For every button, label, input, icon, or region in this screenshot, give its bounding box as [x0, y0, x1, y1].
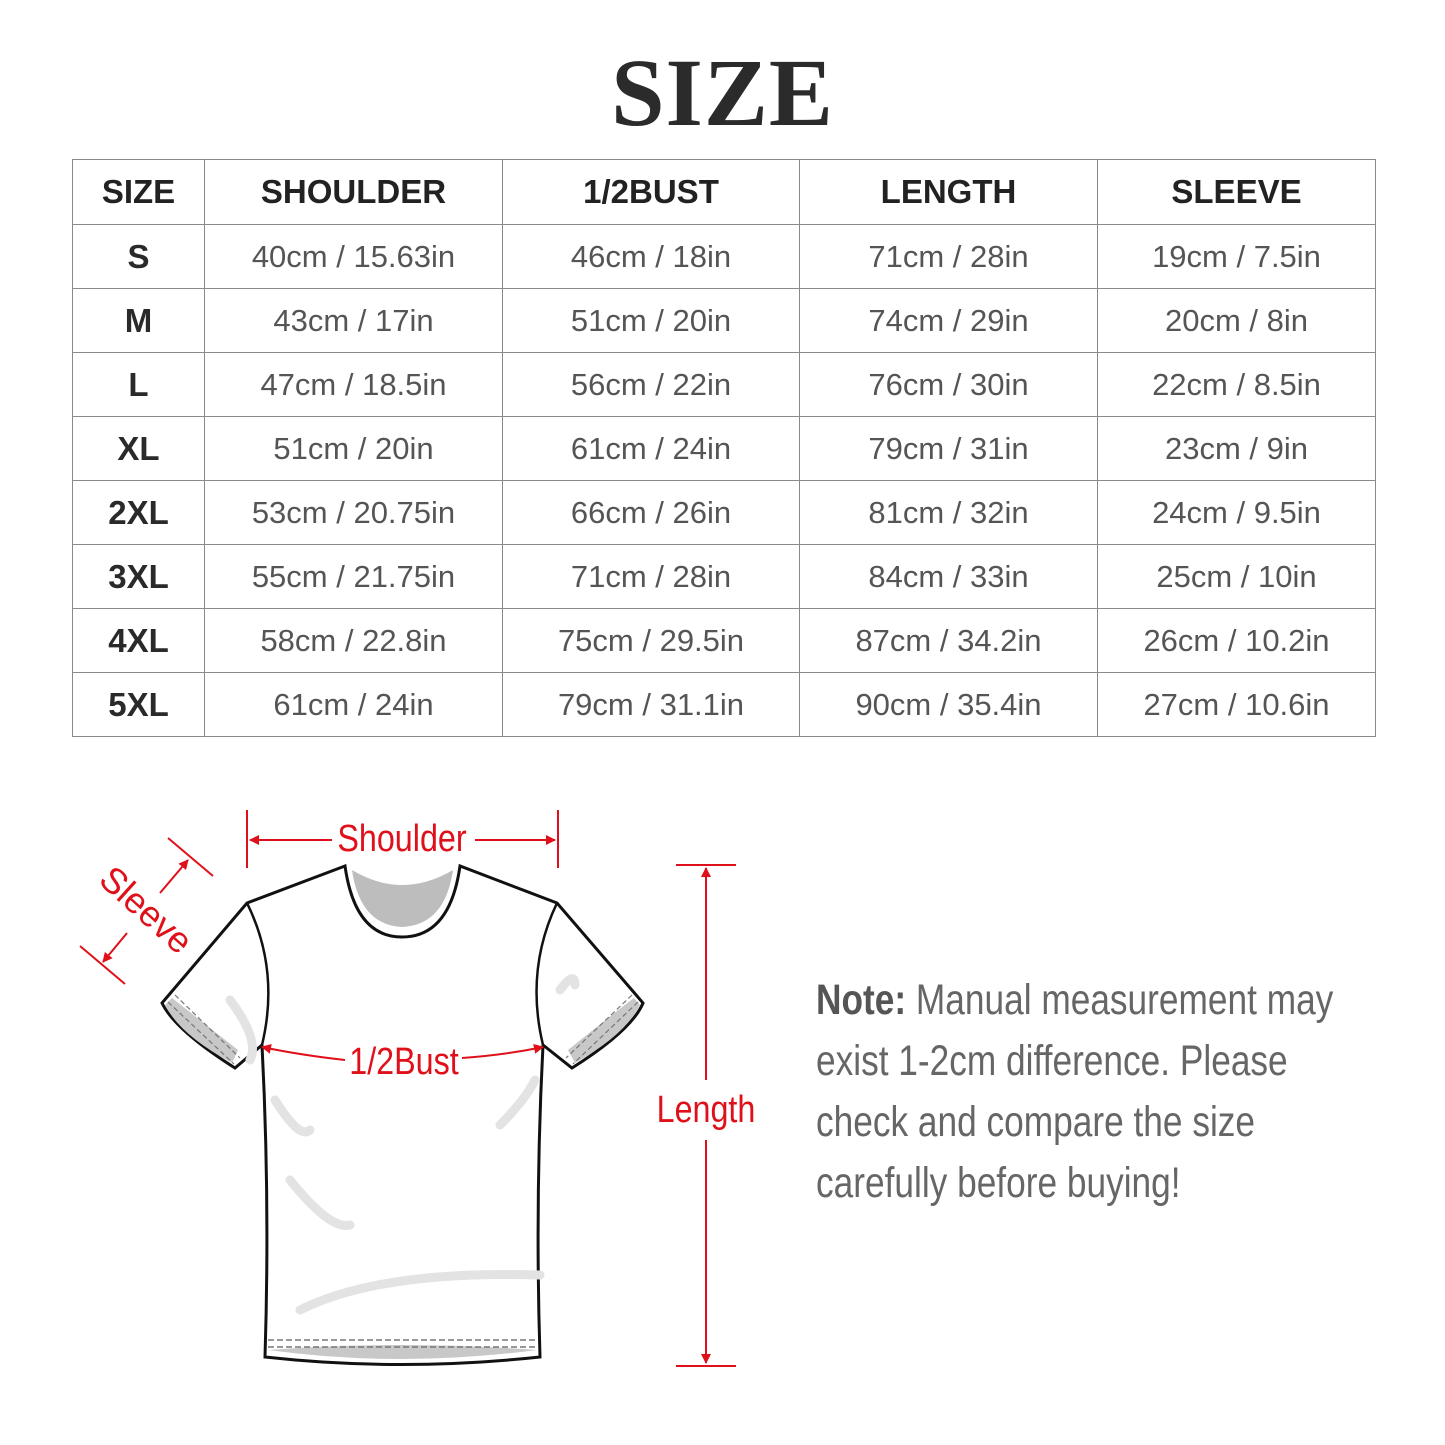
size-cell: 2XL	[72, 480, 205, 545]
size-cell: S	[72, 224, 205, 289]
sleeve-measure: Sleeve	[79, 837, 214, 985]
shoulder-cell: 61cm / 24in	[204, 672, 503, 737]
length-cell: 84cm / 33in	[799, 544, 1098, 609]
length-label: Length	[657, 1089, 756, 1131]
bust-cell: 46cm / 18in	[502, 224, 800, 289]
note-label: Note:	[816, 976, 907, 1024]
header-bust: 1/2BUST	[502, 159, 800, 225]
sleeve-cell: 22cm / 8.5in	[1097, 352, 1376, 417]
shoulder-label: Shoulder	[337, 818, 466, 860]
shoulder-cell: 55cm / 21.75in	[204, 544, 503, 609]
bust-cell: 61cm / 24in	[502, 416, 800, 481]
shoulder-cell: 51cm / 20in	[204, 416, 503, 481]
sleeve-cell: 23cm / 9in	[1097, 416, 1376, 481]
length-cell: 81cm / 32in	[799, 480, 1098, 545]
sleeve-cell: 19cm / 7.5in	[1097, 224, 1376, 289]
size-cell: 5XL	[72, 672, 205, 737]
length-cell: 90cm / 35.4in	[799, 672, 1098, 737]
length-measure: Length	[657, 864, 756, 1367]
sleeve-cell: 20cm / 8in	[1097, 288, 1376, 353]
size-cell: L	[72, 352, 205, 417]
bust-cell: 75cm / 29.5in	[502, 608, 800, 673]
sleeve-cell: 25cm / 10in	[1097, 544, 1376, 609]
bust-measure: 1/2Bust	[261, 1041, 544, 1083]
bust-cell: 51cm / 20in	[502, 288, 800, 353]
table-row: M 43cm / 17in 51cm / 20in 74cm / 29in 20cm /…	[72, 288, 1376, 353]
table-row: L 47cm / 18.5in 56cm / 22in 76cm / 30in 22cm…	[72, 352, 1376, 417]
bust-cell: 66cm / 26in	[502, 480, 800, 545]
size-cell: M	[72, 288, 205, 353]
sleeve-cell: 26cm / 10.2in	[1097, 608, 1376, 673]
size-table: SIZE SHOULDER 1/2BUST LENGTH SLEEVE S 40c…	[72, 159, 1376, 737]
page-title: SIZE	[611, 39, 834, 146]
length-cell: 74cm / 29in	[799, 288, 1098, 353]
shoulder-measure: Shoulder	[246, 810, 559, 868]
table-row: 2XL 53cm / 20.75in 66cm / 26in 81cm / 32in 2…	[72, 480, 1376, 545]
table-row: 3XL 55cm / 21.75in 71cm / 28in 84cm / 33in 2…	[72, 544, 1376, 609]
note-text: Note: Manual measurement may exist 1-2cm…	[816, 970, 1374, 1214]
size-cell: 4XL	[72, 608, 205, 673]
bust-label: 1/2Bust	[349, 1041, 459, 1083]
bust-cell: 79cm / 31.1in	[502, 672, 800, 737]
shoulder-cell: 40cm / 15.63in	[204, 224, 503, 289]
bust-cell: 71cm / 28in	[502, 544, 800, 609]
table-row: XL 51cm / 20in 61cm / 24in 79cm / 31in 23cm …	[72, 416, 1376, 481]
sleeve-label: Sleeve	[92, 858, 201, 962]
table-row: S 40cm / 15.63in 46cm / 18in 71cm / 28in 19c…	[72, 224, 1376, 289]
shoulder-cell: 53cm / 20.75in	[204, 480, 503, 545]
table-row: 5XL 61cm / 24in 79cm / 31.1in 90cm / 35.4in…	[72, 672, 1376, 737]
length-cell: 76cm / 30in	[799, 352, 1098, 417]
size-cell: 3XL	[72, 544, 205, 609]
tshirt-illustration	[160, 863, 645, 1366]
shoulder-cell: 47cm / 18.5in	[204, 352, 503, 417]
sleeve-cell: 27cm / 10.6in	[1097, 672, 1376, 737]
header-sleeve: SLEEVE	[1097, 159, 1376, 225]
bust-cell: 56cm / 22in	[502, 352, 800, 417]
note-body: Manual measurement may exist 1-2cm diffe…	[816, 976, 1334, 1207]
header-length: LENGTH	[799, 159, 1098, 225]
shoulder-cell: 43cm / 17in	[204, 288, 503, 353]
table-header-row: SIZE SHOULDER 1/2BUST LENGTH SLEEVE	[72, 159, 1376, 225]
shoulder-cell: 58cm / 22.8in	[204, 608, 503, 673]
length-cell: 79cm / 31in	[799, 416, 1098, 481]
header-size: SIZE	[72, 159, 205, 225]
sleeve-cell: 24cm / 9.5in	[1097, 480, 1376, 545]
